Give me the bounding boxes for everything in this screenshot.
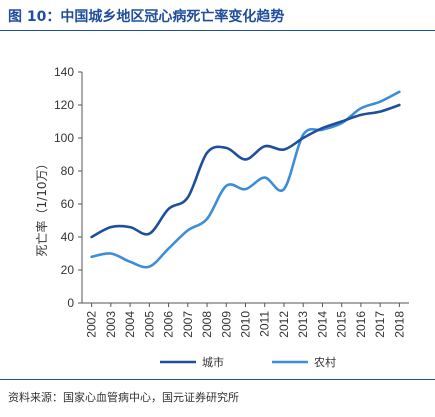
axes: 0 20 40 60 80 100 120 140 2002 2003 2004 2005 2006 20… — [54, 65, 409, 338]
chart-title: 图 10：中国城乡地区冠心病死亡率变化趋势 — [8, 9, 285, 25]
y-tick-label: 140 — [54, 65, 74, 79]
y-tick-label: 80 — [61, 164, 75, 178]
x-tick-label: 2009 — [219, 311, 233, 338]
line-chart: 0 20 40 60 80 100 120 140 2002 2003 2004 2005 2006 20… — [34, 65, 409, 369]
x-tick-label: 2008 — [200, 311, 214, 338]
series-line-0 — [90, 103, 401, 239]
x-tick-label: 2007 — [181, 311, 195, 338]
legend-label: 城市 — [202, 355, 224, 369]
x-tick-label: 2006 — [162, 311, 176, 338]
x-tick-label: 2011 — [258, 311, 272, 337]
y-tick-label: 60 — [61, 197, 75, 211]
legend-label: 农村 — [314, 355, 336, 369]
x-tick-label: 2010 — [239, 311, 253, 338]
y-tick-label: 40 — [61, 230, 75, 244]
y-tick-label: 20 — [61, 263, 75, 277]
x-tick-label: 2018 — [392, 311, 406, 338]
footer-divider — [0, 379, 435, 380]
x-tick-label: 2016 — [354, 311, 368, 338]
x-tick-label: 2017 — [373, 311, 387, 338]
x-tick-label: 2014 — [315, 311, 329, 338]
x-tick-label: 2005 — [142, 311, 156, 338]
series-layer — [90, 90, 401, 269]
source-note: 资料来源：国家心血管病中心，国元证券研究所 — [8, 391, 239, 404]
y-tick-label: 120 — [54, 98, 74, 112]
legend: 城市 农村 — [160, 355, 336, 369]
x-tick-label: 2013 — [296, 311, 310, 338]
x-tick-label: 2012 — [277, 311, 291, 338]
x-tick-label: 2004 — [123, 311, 137, 338]
x-tick-label: 2002 — [85, 311, 99, 338]
x-tick-label: 2015 — [335, 311, 349, 338]
y-axis-label: 死亡率（1/10万） — [34, 158, 49, 257]
title-divider — [0, 30, 435, 31]
y-tick-label: 100 — [54, 131, 74, 145]
y-tick-label: 0 — [67, 296, 74, 310]
x-tick-label: 2003 — [104, 311, 118, 338]
